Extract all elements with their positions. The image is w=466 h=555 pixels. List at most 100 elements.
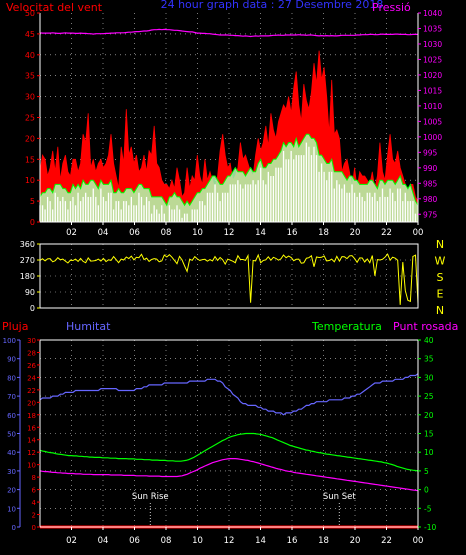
wind-tick-label: 35 (25, 72, 35, 81)
rain-tick-label: 0 (32, 524, 36, 532)
direction-tick-label: 0 (30, 304, 35, 313)
pressure-tick-label: 1040 (423, 9, 442, 18)
pressure-tick-label: 1030 (423, 40, 442, 49)
wind-tick-label: 5 (30, 197, 35, 206)
pressure-tick-label: 1025 (423, 55, 442, 64)
humidity-tick-label: 60 (7, 412, 16, 420)
compass-label: N (436, 304, 444, 317)
rain-tick-label: 30 (27, 337, 36, 345)
x-tick-label: 20 (350, 228, 361, 238)
rain-axis-label: Pluja (2, 320, 28, 333)
humidity-tick-label: 0 (12, 524, 16, 532)
pressure-tick-label: 980 (423, 195, 438, 204)
temperature-tick-label: -10 (424, 523, 436, 532)
x-tick-label: 22 (381, 536, 392, 546)
temperature-tick-label: 15 (424, 430, 434, 439)
temperature-tick-label: -5 (424, 504, 432, 513)
wind-speed-axis-label: Velocitat del vent (6, 1, 103, 14)
rain-tick-label: 28 (27, 349, 36, 357)
pressure-tick-label: 990 (423, 164, 438, 173)
temperature-line (39, 432, 419, 472)
wind-tick-label: 25 (25, 114, 35, 123)
rain-tick-label: 4 (32, 499, 37, 507)
temperature-tick-label: 30 (424, 373, 434, 382)
pressure-tick-label: 975 (423, 210, 438, 219)
pressure-tick-label: 1000 (423, 133, 442, 142)
chart-title: 24 hour graph data : 27 Desembre 2018 (161, 0, 384, 11)
rain-tick-label: 10 (27, 462, 36, 470)
x-tick-label: 04 (98, 228, 109, 238)
humidity-tick-label: 30 (7, 468, 16, 476)
temperature-axis-label: Temperatura (311, 320, 382, 333)
x-tick-label: 16 (287, 228, 298, 238)
humidity-tick-label: 40 (7, 449, 16, 457)
humidity-tick-label: 20 (7, 487, 16, 495)
wind-tick-label: 0 (30, 218, 35, 227)
rain-tick-label: 12 (27, 449, 36, 457)
rain-tick-label: 22 (27, 387, 36, 395)
wind-tick-label: 45 (25, 30, 35, 39)
temperature-tick-label: 20 (424, 411, 434, 420)
pressure-tick-label: 1035 (423, 24, 442, 33)
x-tick-label: 08 (161, 536, 172, 546)
humidity-tick-label: 70 (7, 393, 16, 401)
direction-tick-label: 360 (20, 240, 35, 249)
rain-tick-label: 24 (27, 374, 36, 382)
direction-tick-label: 90 (25, 288, 35, 297)
x-tick-label: 04 (98, 536, 109, 546)
dewpoint-axis-label: Punt rosada (393, 320, 458, 333)
x-tick-label: 00 (413, 228, 424, 238)
pressure-line (39, 28, 418, 38)
direction-tick-label: 180 (20, 272, 35, 281)
temperature-tick-label: 25 (424, 392, 434, 401)
x-tick-label: 18 (318, 228, 329, 238)
pressure-tick-label: 995 (423, 148, 438, 157)
temperature-tick-label: 10 (424, 448, 434, 457)
temperature-tick-label: 40 (424, 336, 434, 345)
pressure-tick-label: 1010 (423, 102, 442, 111)
temperature-tick-label: 35 (424, 355, 434, 364)
wind-pressure-panel: 0510152025303540455097598098599099510001… (25, 9, 443, 238)
rain-tick-label: 20 (27, 399, 36, 407)
compass-label: E (437, 288, 444, 301)
wind-tick-label: 50 (25, 9, 35, 18)
x-tick-label: 06 (129, 536, 140, 546)
x-tick-label: 06 (129, 228, 140, 238)
x-tick-label: 10 (192, 536, 203, 546)
temperature-tick-label: 0 (424, 486, 429, 495)
rain-tick-label: 2 (32, 512, 36, 520)
pressure-tick-label: 1020 (423, 71, 442, 80)
wind-direction-line (39, 253, 419, 305)
wind-tick-label: 10 (25, 176, 35, 185)
compass-label: N (436, 238, 444, 251)
compass-label: W (435, 255, 446, 268)
humidity-tick-label: 50 (7, 431, 16, 439)
x-tick-label: 18 (318, 536, 329, 546)
humidity-tick-label: 10 (7, 505, 16, 513)
wind-tick-label: 40 (25, 51, 35, 60)
x-tick-label: 22 (381, 228, 392, 238)
humidity-axis-label: Humitat (66, 320, 111, 333)
direction-tick-label: 270 (20, 256, 35, 265)
x-tick-label: 00 (413, 536, 424, 546)
wind-tick-label: 30 (25, 93, 35, 102)
pressure-tick-label: 1005 (423, 117, 442, 126)
wind-average-line (39, 133, 419, 207)
pressure-tick-label: 1015 (423, 86, 442, 95)
dewpoint-line (39, 458, 419, 492)
x-tick-label: 02 (66, 228, 77, 238)
x-tick-label: 12 (224, 536, 235, 546)
x-tick-label: 12 (224, 228, 235, 238)
wind-tick-label: 20 (25, 134, 35, 143)
x-tick-label: 02 (66, 536, 77, 546)
rain-tick-label: 6 (32, 487, 37, 495)
compass-label: S (437, 271, 444, 284)
wind-tick-label: 15 (25, 155, 35, 164)
x-tick-label: 20 (350, 536, 361, 546)
humidity-tick-label: 90 (7, 356, 16, 364)
x-tick-label: 14 (255, 536, 266, 546)
rain-tick-label: 14 (27, 437, 36, 445)
